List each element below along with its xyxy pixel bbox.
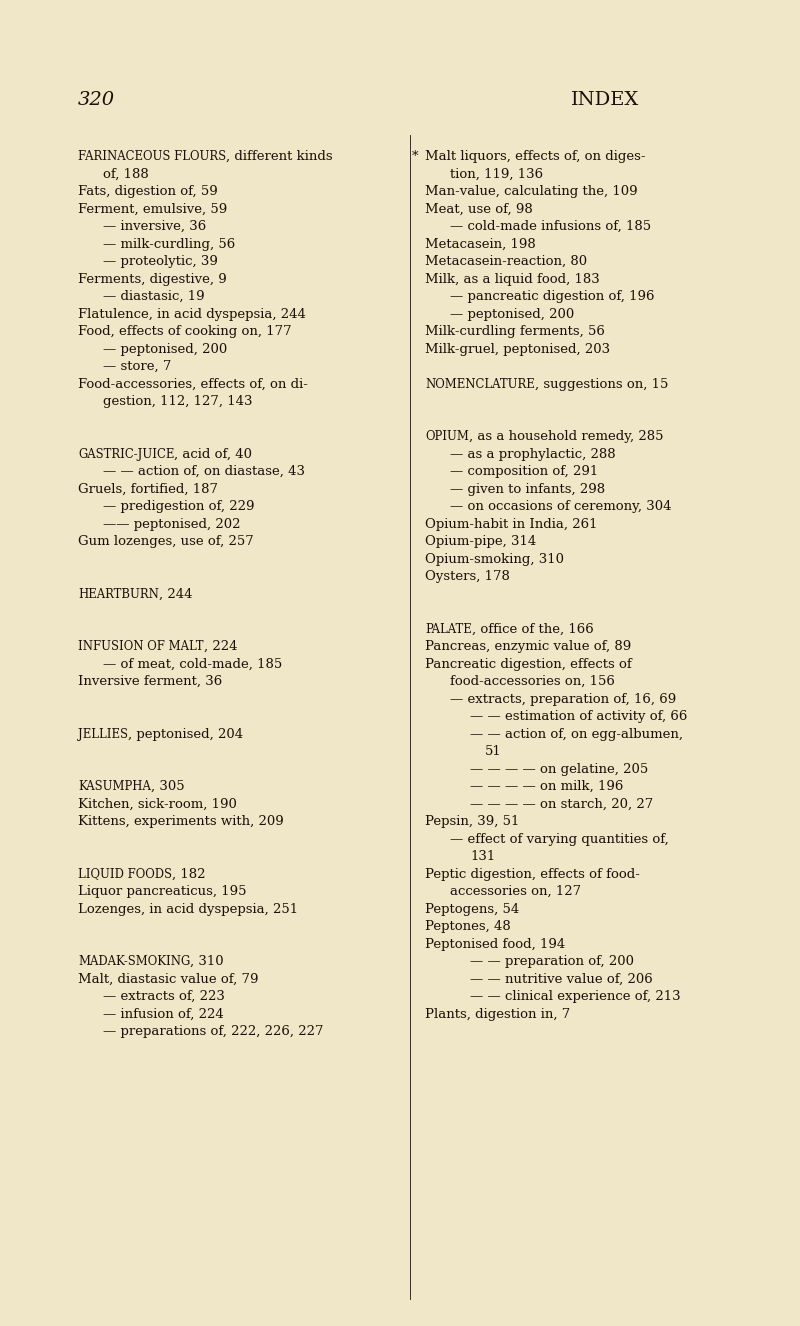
Text: INFUSION OF MALT: INFUSION OF MALT (78, 640, 203, 652)
Text: KASUMPHA: KASUMPHA (78, 780, 151, 793)
Text: — — — — on starch, 20, 27: — — — — on starch, 20, 27 (470, 797, 654, 810)
Text: Peptones, 48: Peptones, 48 (425, 920, 510, 934)
Text: — milk-curdling, 56: — milk-curdling, 56 (103, 237, 235, 251)
Text: — inversive, 36: — inversive, 36 (103, 220, 206, 233)
Text: LIQUID FOODS: LIQUID FOODS (78, 867, 172, 880)
Text: Ferment, emulsive, 59: Ferment, emulsive, 59 (78, 203, 227, 216)
Text: Kittens, experiments with, 209: Kittens, experiments with, 209 (78, 815, 284, 827)
Text: — extracts, preparation of, 16, 69: — extracts, preparation of, 16, 69 (450, 692, 676, 705)
Text: 320: 320 (78, 91, 115, 109)
Text: Food, effects of cooking on, 177: Food, effects of cooking on, 177 (78, 325, 292, 338)
Text: Metacasein, 198: Metacasein, 198 (425, 237, 536, 251)
Text: — — nutritive value of, 206: — — nutritive value of, 206 (470, 972, 653, 985)
Text: 51: 51 (485, 745, 502, 758)
Text: gestion, 112, 127, 143: gestion, 112, 127, 143 (103, 395, 253, 408)
Text: , peptonised, 204: , peptonised, 204 (128, 728, 243, 740)
Text: Liquor pancreaticus, 195: Liquor pancreaticus, 195 (78, 884, 246, 898)
Text: 131: 131 (470, 850, 495, 863)
Text: Opium-smoking, 310: Opium-smoking, 310 (425, 553, 564, 565)
Text: Peptic digestion, effects of food-: Peptic digestion, effects of food- (425, 867, 640, 880)
Text: Food-accessories, effects of, on di-: Food-accessories, effects of, on di- (78, 378, 308, 390)
Text: , as a household remedy, 285: , as a household remedy, 285 (469, 430, 663, 443)
Text: — on occasions of ceremony, 304: — on occasions of ceremony, 304 (450, 500, 671, 513)
Text: — — action of, on egg-albumen,: — — action of, on egg-albumen, (470, 728, 683, 740)
Text: — as a prophylactic, 288: — as a prophylactic, 288 (450, 447, 616, 460)
Text: GASTRIC-JUICE: GASTRIC-JUICE (78, 447, 174, 460)
Text: Ferments, digestive, 9: Ferments, digestive, 9 (78, 273, 226, 285)
Text: — — — — on gelatine, 205: — — — — on gelatine, 205 (470, 762, 648, 776)
Text: Metacasein-reaction, 80: Metacasein-reaction, 80 (425, 255, 587, 268)
Text: — diastasic, 19: — diastasic, 19 (103, 290, 205, 304)
Text: Plants, digestion in, 7: Plants, digestion in, 7 (425, 1008, 570, 1021)
Text: Lozenges, in acid dyspepsia, 251: Lozenges, in acid dyspepsia, 251 (78, 903, 298, 915)
Text: , 224: , 224 (203, 640, 237, 652)
Text: Flatulence, in acid dyspepsia, 244: Flatulence, in acid dyspepsia, 244 (78, 308, 306, 321)
Text: OPIUM: OPIUM (425, 430, 469, 443)
Text: —— peptonised, 202: —— peptonised, 202 (103, 517, 241, 530)
Text: HEARTBURN: HEARTBURN (78, 587, 159, 601)
Text: PALATE: PALATE (425, 622, 472, 635)
Text: Milk-curdling ferments, 56: Milk-curdling ferments, 56 (425, 325, 605, 338)
Text: — — action of, on diastase, 43: — — action of, on diastase, 43 (103, 465, 305, 477)
Text: , 244: , 244 (159, 587, 192, 601)
Text: , 310: , 310 (190, 955, 224, 968)
Text: — — preparation of, 200: — — preparation of, 200 (470, 955, 634, 968)
Text: Kitchen, sick-room, 190: Kitchen, sick-room, 190 (78, 797, 237, 810)
Text: MADAK-SMOKING: MADAK-SMOKING (78, 955, 190, 968)
Text: accessories on, 127: accessories on, 127 (450, 884, 581, 898)
Text: — proteolytic, 39: — proteolytic, 39 (103, 255, 218, 268)
Text: Opium-habit in India, 261: Opium-habit in India, 261 (425, 517, 598, 530)
Text: Peptogens, 54: Peptogens, 54 (425, 903, 519, 915)
Text: — extracts of, 223: — extracts of, 223 (103, 991, 225, 1002)
Text: JELLIES: JELLIES (78, 728, 128, 740)
Text: — of meat, cold-made, 185: — of meat, cold-made, 185 (103, 658, 282, 671)
Text: Inversive ferment, 36: Inversive ferment, 36 (78, 675, 222, 688)
Text: , acid of, 40: , acid of, 40 (174, 447, 252, 460)
Text: — — — — on milk, 196: — — — — on milk, 196 (470, 780, 623, 793)
Text: Pepsin, 39, 51: Pepsin, 39, 51 (425, 815, 519, 827)
Text: FARINACEOUS FLOURS: FARINACEOUS FLOURS (78, 150, 226, 163)
Text: — — estimation of activity of, 66: — — estimation of activity of, 66 (470, 709, 687, 723)
Text: food-accessories on, 156: food-accessories on, 156 (450, 675, 615, 688)
Text: — peptonised, 200: — peptonised, 200 (450, 308, 574, 321)
Text: — peptonised, 200: — peptonised, 200 (103, 342, 227, 355)
Text: — effect of varying quantities of,: — effect of varying quantities of, (450, 833, 669, 846)
Text: — store, 7: — store, 7 (103, 359, 171, 373)
Text: tion, 119, 136: tion, 119, 136 (450, 167, 543, 180)
Text: Pancreas, enzymic value of, 89: Pancreas, enzymic value of, 89 (425, 640, 631, 652)
Text: *: * (412, 150, 418, 163)
Text: — composition of, 291: — composition of, 291 (450, 465, 598, 477)
Text: , suggestions on, 15: , suggestions on, 15 (534, 378, 668, 390)
Text: — preparations of, 222, 226, 227: — preparations of, 222, 226, 227 (103, 1025, 323, 1038)
Text: , 305: , 305 (151, 780, 185, 793)
Text: Pancreatic digestion, effects of: Pancreatic digestion, effects of (425, 658, 632, 671)
Text: , different kinds: , different kinds (226, 150, 333, 163)
Text: Gruels, fortified, 187: Gruels, fortified, 187 (78, 483, 218, 496)
Text: of, 188: of, 188 (103, 167, 149, 180)
Text: — predigestion of, 229: — predigestion of, 229 (103, 500, 254, 513)
Text: Meat, use of, 98: Meat, use of, 98 (425, 203, 533, 216)
Text: Oysters, 178: Oysters, 178 (425, 570, 510, 583)
Text: — — clinical experience of, 213: — — clinical experience of, 213 (470, 991, 681, 1002)
Text: Malt liquors, effects of, on diges-: Malt liquors, effects of, on diges- (425, 150, 646, 163)
Text: INDEX: INDEX (571, 91, 639, 109)
Text: Peptonised food, 194: Peptonised food, 194 (425, 937, 566, 951)
Text: Milk, as a liquid food, 183: Milk, as a liquid food, 183 (425, 273, 600, 285)
Text: Opium-pipe, 314: Opium-pipe, 314 (425, 534, 536, 548)
Text: — pancreatic digestion of, 196: — pancreatic digestion of, 196 (450, 290, 654, 304)
Text: NOMENCLATURE: NOMENCLATURE (425, 378, 534, 390)
Text: Man-value, calculating the, 109: Man-value, calculating the, 109 (425, 186, 638, 198)
Text: , office of the, 166: , office of the, 166 (472, 622, 594, 635)
Text: , 182: , 182 (172, 867, 206, 880)
Text: Fats, digestion of, 59: Fats, digestion of, 59 (78, 186, 218, 198)
Text: — given to infants, 298: — given to infants, 298 (450, 483, 605, 496)
Text: — infusion of, 224: — infusion of, 224 (103, 1008, 224, 1021)
Text: Milk-gruel, peptonised, 203: Milk-gruel, peptonised, 203 (425, 342, 610, 355)
Text: Gum lozenges, use of, 257: Gum lozenges, use of, 257 (78, 534, 254, 548)
Text: — cold-made infusions of, 185: — cold-made infusions of, 185 (450, 220, 651, 233)
Text: Malt, diastasic value of, 79: Malt, diastasic value of, 79 (78, 972, 258, 985)
